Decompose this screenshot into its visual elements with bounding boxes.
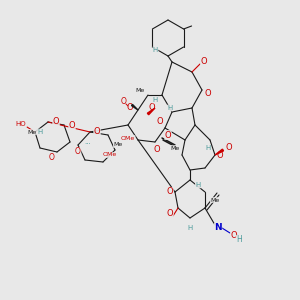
Polygon shape [147,108,155,115]
Text: H: H [167,105,172,111]
Text: O: O [167,208,173,217]
Text: H: H [206,145,211,151]
Polygon shape [215,149,224,155]
Text: OMe: OMe [121,136,135,140]
Text: O: O [205,88,211,98]
Text: N: N [214,224,222,232]
Text: O: O [217,151,223,160]
Polygon shape [131,104,138,110]
Text: H: H [38,129,43,135]
Text: O: O [165,130,171,140]
Text: H: H [236,236,242,244]
Text: Me: Me [27,130,37,134]
Text: H: H [153,47,158,53]
Text: O: O [226,143,232,152]
Text: O: O [201,58,207,67]
Text: O: O [167,188,173,196]
Text: Me: Me [135,88,145,92]
Text: ···: ··· [85,141,92,147]
Text: H: H [188,225,193,231]
Text: O: O [49,152,55,161]
Text: O: O [127,103,133,112]
Text: O: O [94,128,100,136]
Text: OMe: OMe [103,152,117,158]
Text: O: O [154,146,160,154]
Text: O: O [121,98,127,106]
Text: O: O [75,148,81,157]
Text: O: O [53,118,59,127]
Text: O: O [149,103,155,112]
Text: O: O [231,230,237,239]
Text: Me: Me [113,142,123,148]
Text: O: O [69,121,75,130]
Text: HO: HO [16,121,26,127]
Text: O: O [157,118,163,127]
Text: H: H [152,97,158,103]
Text: H: H [195,182,201,188]
Text: Me: Me [210,197,220,202]
Text: Me: Me [170,146,180,151]
